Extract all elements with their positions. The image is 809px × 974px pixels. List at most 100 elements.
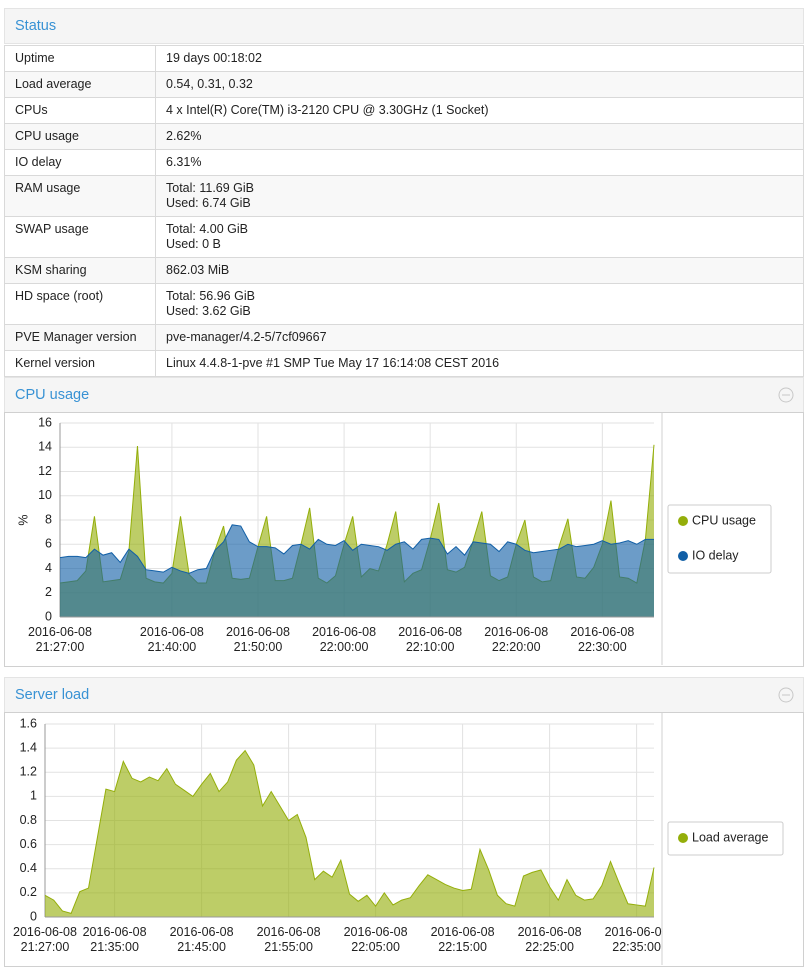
x-labels: 2016-06-08 21:27:00 2016-06-08 21:35:00 20… <box>13 925 662 954</box>
y-tick-label: 4 <box>45 561 52 575</box>
row-value: 862.03 MiB <box>155 257 804 284</box>
x-tick-label: 2016-06-08 21:35:00 <box>82 925 147 954</box>
collapse-button[interactable] <box>778 687 794 703</box>
status-row: CPUs 4 x Intel(R) Core(TM) i3-2120 CPU @ … <box>4 97 804 124</box>
value-line: 862.03 MiB <box>166 263 230 277</box>
legend-marker <box>678 833 688 843</box>
value-line: 19 days 00:18:02 <box>166 51 262 65</box>
y-tick-label: 0 <box>45 609 52 623</box>
y-tick-label: 0.4 <box>20 861 37 875</box>
row-value: 19 days 00:18:02 <box>155 45 804 72</box>
legend-marker <box>678 516 688 526</box>
x-labels: 2016-06-08 21:27:00 2016-06-08 21:40:00 20… <box>28 625 635 654</box>
area <box>45 750 654 917</box>
area-line <box>44 749 655 914</box>
y-tick-label: 1.6 <box>20 716 37 730</box>
row-value: 0.54, 0.31, 0.32 <box>155 71 804 98</box>
legend: Load average <box>667 821 784 856</box>
panel-title: Status <box>15 18 57 34</box>
x-tick-label: 2016-06-08 22:15:00 <box>430 925 495 954</box>
legend-marker <box>678 551 688 561</box>
y-tick-label: 10 <box>38 488 52 502</box>
status-row: Load average 0.54, 0.31, 0.32 <box>4 71 804 98</box>
y-tick-label: 0.2 <box>20 885 37 899</box>
x-tick-label: 2016-06-08 21:27:00 <box>28 625 92 654</box>
panel-title: CPU usage <box>15 387 90 403</box>
y-tick-label: 0.6 <box>20 837 37 851</box>
x-tick-label: 2016-06-08 22:20:00 <box>484 625 549 654</box>
row-label: CPUs <box>4 97 156 124</box>
y-tick-label: 8 <box>45 512 52 526</box>
row-value: 2.62% <box>155 123 804 150</box>
row-value: 6.31% <box>155 149 804 176</box>
row-label: KSM sharing <box>4 257 156 284</box>
row-value: Linux 4.4.8-1-pve #1 SMP Tue May 17 16:1… <box>155 350 804 377</box>
row-value: Total: 4.00 GiB Used: 0 B <box>155 216 804 258</box>
x-tick-label: 2016-06-08 22:30:00 <box>570 625 635 654</box>
y-tick-label: 14 <box>38 440 52 454</box>
value-line: Used: 0 B <box>166 237 221 251</box>
legend-box <box>667 821 784 856</box>
row-label: Load average <box>4 71 156 98</box>
row-label: RAM usage <box>4 175 156 217</box>
legend-label: CPU usage <box>692 513 756 527</box>
value-line: pve-manager/4.2-5/7cf09667 <box>166 330 327 344</box>
x-tick-label: 2016-06-08 21:45:00 <box>169 925 234 954</box>
value-line: Linux 4.4.8-1-pve #1 SMP Tue May 17 16:1… <box>166 356 500 370</box>
value-line: Total: 11.69 GiB <box>166 181 255 195</box>
x-tick-label: 2016-06-08 21:27:00 <box>13 925 77 954</box>
status-row: Kernel version Linux 4.4.8-1-pve #1 SMP T… <box>4 350 804 377</box>
status-row: CPU usage 2.62% <box>4 123 804 150</box>
y-tick-label: 1 <box>30 789 37 803</box>
status-row: HD space (root) Total: 56.96 GiB Used: 3.6… <box>4 283 804 325</box>
y-tick-label: 1.4 <box>20 740 37 754</box>
row-label: Uptime <box>4 45 156 72</box>
status-row: RAM usage Total: 11.69 GiB Used: 6.74 GiB <box>4 175 804 217</box>
row-value: 4 x Intel(R) Core(TM) i3-2120 CPU @ 3.30… <box>155 97 804 124</box>
x-tick-label: 2016-06-08 22:25:00 <box>517 925 582 954</box>
row-value: Total: 56.96 GiB Used: 3.62 GiB <box>155 283 804 325</box>
y-tick-label: 0 <box>30 909 37 923</box>
value-line: 2.62% <box>166 129 202 143</box>
x-tick-label: 2016-06-08 22:35:00 <box>604 925 662 954</box>
cpu-header: CPU usage <box>4 377 804 413</box>
value-line: 6.31% <box>166 155 202 169</box>
y-tick-label: 6 <box>45 537 52 551</box>
legend: CPU usage IO delay <box>667 504 772 574</box>
value-line: Used: 3.62 GiB <box>166 304 251 318</box>
value-line: Total: 56.96 GiB <box>166 289 255 303</box>
status-row: IO delay 6.31% <box>4 149 804 176</box>
x-tick-label: 2016-06-08 22:05:00 <box>343 925 408 954</box>
status-header: Status <box>4 8 804 44</box>
x-tick-label: 2016-06-08 21:40:00 <box>139 625 204 654</box>
area <box>60 524 654 617</box>
row-label: IO delay <box>4 149 156 176</box>
status-row: KSM sharing 862.03 MiB <box>4 257 804 284</box>
legend-box <box>667 504 772 574</box>
area-line <box>59 524 654 574</box>
row-label: HD space (root) <box>4 283 156 325</box>
y-tick-label: 16 <box>38 415 52 429</box>
legend-label: Load average <box>692 830 769 844</box>
y-tick-label: 2 <box>45 585 52 599</box>
y-axis-label: % <box>16 514 30 525</box>
value-line: Used: 6.74 GiB <box>166 196 251 210</box>
panel-title: Server load <box>15 687 90 703</box>
value-line: 4 x Intel(R) Core(TM) i3-2120 CPU @ 3.30… <box>166 103 489 117</box>
x-tick-label: 2016-06-08 21:55:00 <box>256 925 321 954</box>
status-table: Uptime 19 days 00:18:02 Load average 0.54, … <box>4 45 804 377</box>
y-tick-label: 0.8 <box>20 813 37 827</box>
collapse-button[interactable] <box>778 387 794 403</box>
x-tick-label: 2016-06-08 22:00:00 <box>312 625 377 654</box>
y-tick-label: 1.2 <box>20 765 37 779</box>
status-row: Uptime 19 days 00:18:02 <box>4 45 804 72</box>
row-label: CPU usage <box>4 123 156 150</box>
x-tick-label: 2016-06-08 21:50:00 <box>226 625 290 654</box>
legend-label: IO delay <box>692 548 739 562</box>
value-line: Total: 4.00 GiB <box>166 222 248 236</box>
value-line: 0.54, 0.31, 0.32 <box>166 77 253 91</box>
row-label: PVE Manager version <box>4 324 156 351</box>
row-label: Kernel version <box>4 350 156 377</box>
